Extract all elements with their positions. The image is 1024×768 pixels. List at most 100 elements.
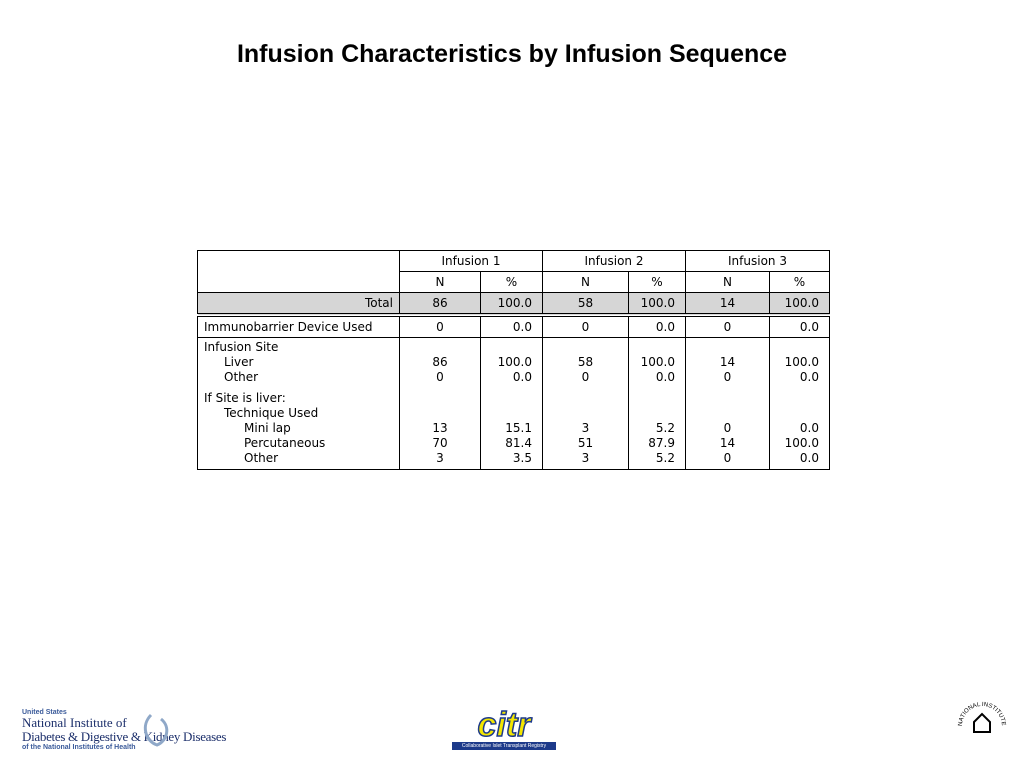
table-cell: 3.5	[480, 451, 543, 470]
empty-cell	[399, 385, 481, 406]
empty-cell	[480, 385, 543, 406]
table-cell: 51	[542, 436, 629, 451]
row-label: Immunobarrier Device Used	[197, 314, 400, 338]
table-row: Immunobarrier Device Used 0 0.0 0 0.0 0 0.0	[197, 314, 830, 338]
row-label: If Site is liver:	[197, 385, 400, 406]
empty-cell	[685, 337, 770, 355]
table-cell: 100.0	[628, 292, 686, 317]
table-cell: 3	[399, 451, 481, 470]
table-cell: 15.1	[480, 421, 543, 436]
nih-seal: NATIONAL INSTITUTES OF HEALTH	[952, 692, 1006, 733]
empty-cell	[480, 337, 543, 355]
table-cell: 0	[685, 314, 770, 338]
empty-cell	[628, 406, 686, 421]
row-label: Infusion Site	[197, 337, 400, 355]
table-cell: 0.0	[769, 421, 830, 436]
subheader-row: N% N% N%	[198, 271, 830, 293]
table-row: Mini lap 13 15.1 3 5.2 0 0.0	[197, 421, 830, 436]
table-cell: 0.0	[769, 451, 830, 470]
group-header: Infusion 3	[685, 250, 830, 272]
empty-cell	[628, 385, 686, 406]
logo-text: Collaborative Islet Transplant Registry	[452, 742, 556, 750]
table-row: Infusion Site	[197, 337, 830, 355]
table-cell: 58	[542, 292, 629, 317]
table-cell: 0.0	[628, 370, 686, 385]
empty-cell	[769, 406, 830, 421]
column-header: %	[769, 271, 830, 293]
empty-cell	[628, 337, 686, 355]
table-cell: 0.0	[628, 314, 686, 338]
citr-logo: citr Collaborative Islet Transplant Regi…	[452, 706, 556, 750]
table-cell: 5.2	[628, 421, 686, 436]
table-row: Percutaneous 70 81.4 51 87.9 14 100.0	[197, 436, 830, 451]
table-cell: 0	[685, 421, 770, 436]
empty-cell	[685, 385, 770, 406]
table-cell: 100.0	[769, 292, 830, 317]
table-cell: 0	[542, 370, 629, 385]
column-header: %	[480, 271, 543, 293]
table-cell: 13	[399, 421, 481, 436]
table-cell: 5.2	[628, 451, 686, 470]
column-header: N	[399, 271, 481, 293]
empty-cell	[542, 406, 629, 421]
table-row: If Site is liver:	[197, 385, 830, 406]
row-label: Other	[197, 451, 400, 470]
empty-cell	[685, 406, 770, 421]
row-label: Liver	[197, 355, 400, 370]
table-cell: 3	[542, 421, 629, 436]
empty-cell	[542, 385, 629, 406]
table-row: Other 0 0.0 0 0.0 0 0.0	[197, 370, 830, 385]
table-cell: 14	[685, 436, 770, 451]
empty-cell	[399, 337, 481, 355]
empty-cell	[399, 406, 481, 421]
corner-cell	[197, 250, 400, 293]
data-table: Infusion 1 Infusion 2 Infusion 3 N% N% N% Tota…	[197, 250, 830, 470]
table-cell: 86	[399, 355, 481, 370]
seal-text: NATIONAL INSTITUTES OF HEALTH	[952, 692, 1006, 726]
niddk-logo: United States National Institute of Diab…	[22, 709, 252, 751]
table-cell: 100.0	[480, 292, 543, 317]
table-cell: 14	[685, 292, 770, 317]
row-label: Other	[197, 370, 400, 385]
table-row: Other 3 3.5 3 5.2 0 0.0	[197, 451, 830, 470]
table-cell: 0	[685, 451, 770, 470]
table-row: Liver 86 100.0 58 100.0 14 100.0	[197, 355, 830, 370]
logo-text: of the National Institutes of Health	[22, 744, 136, 751]
table-cell: 0.0	[480, 370, 543, 385]
logo-text: United States	[22, 709, 67, 716]
table-cell: 100.0	[480, 355, 543, 370]
table-cell: 0.0	[769, 314, 830, 338]
column-header: N	[542, 271, 629, 293]
logo-text: citr	[477, 706, 531, 744]
slide-title: Infusion Characteristics by Infusion Seq…	[236, 40, 788, 68]
logo-text: Diabetes & Digestive & Kidney Diseases	[22, 729, 227, 744]
row-label: Percutaneous	[197, 436, 400, 451]
empty-cell	[769, 385, 830, 406]
row-label: Total	[197, 292, 400, 317]
table-cell: 87.9	[628, 436, 686, 451]
empty-cell	[480, 406, 543, 421]
logo-text: National Institute of	[22, 715, 127, 730]
table-cell: 100.0	[769, 436, 830, 451]
table-row: Total 86 100.0 58 100.0 14 100.0	[197, 292, 830, 317]
seal-text: NATIONAL INSTITUTES OF HEALTH	[952, 692, 1006, 726]
logo-icon	[143, 713, 169, 747]
table-cell: 0	[542, 314, 629, 338]
table-cell: 0.0	[769, 370, 830, 385]
empty-cell	[769, 337, 830, 355]
group-header: Infusion 1	[399, 250, 543, 272]
row-label: Mini lap	[197, 421, 400, 436]
table-cell: 14	[685, 355, 770, 370]
table-cell: 100.0	[769, 355, 830, 370]
table-cell: 81.4	[480, 436, 543, 451]
group-header: Infusion 2	[542, 250, 686, 272]
column-header: %	[628, 271, 686, 293]
table-cell: 58	[542, 355, 629, 370]
table-row: Technique Used	[197, 406, 830, 421]
table-cell: 0	[685, 370, 770, 385]
table-cell: 0	[399, 370, 481, 385]
table-cell: 0	[399, 314, 481, 338]
table-cell: 70	[399, 436, 481, 451]
row-label: Technique Used	[197, 406, 400, 421]
